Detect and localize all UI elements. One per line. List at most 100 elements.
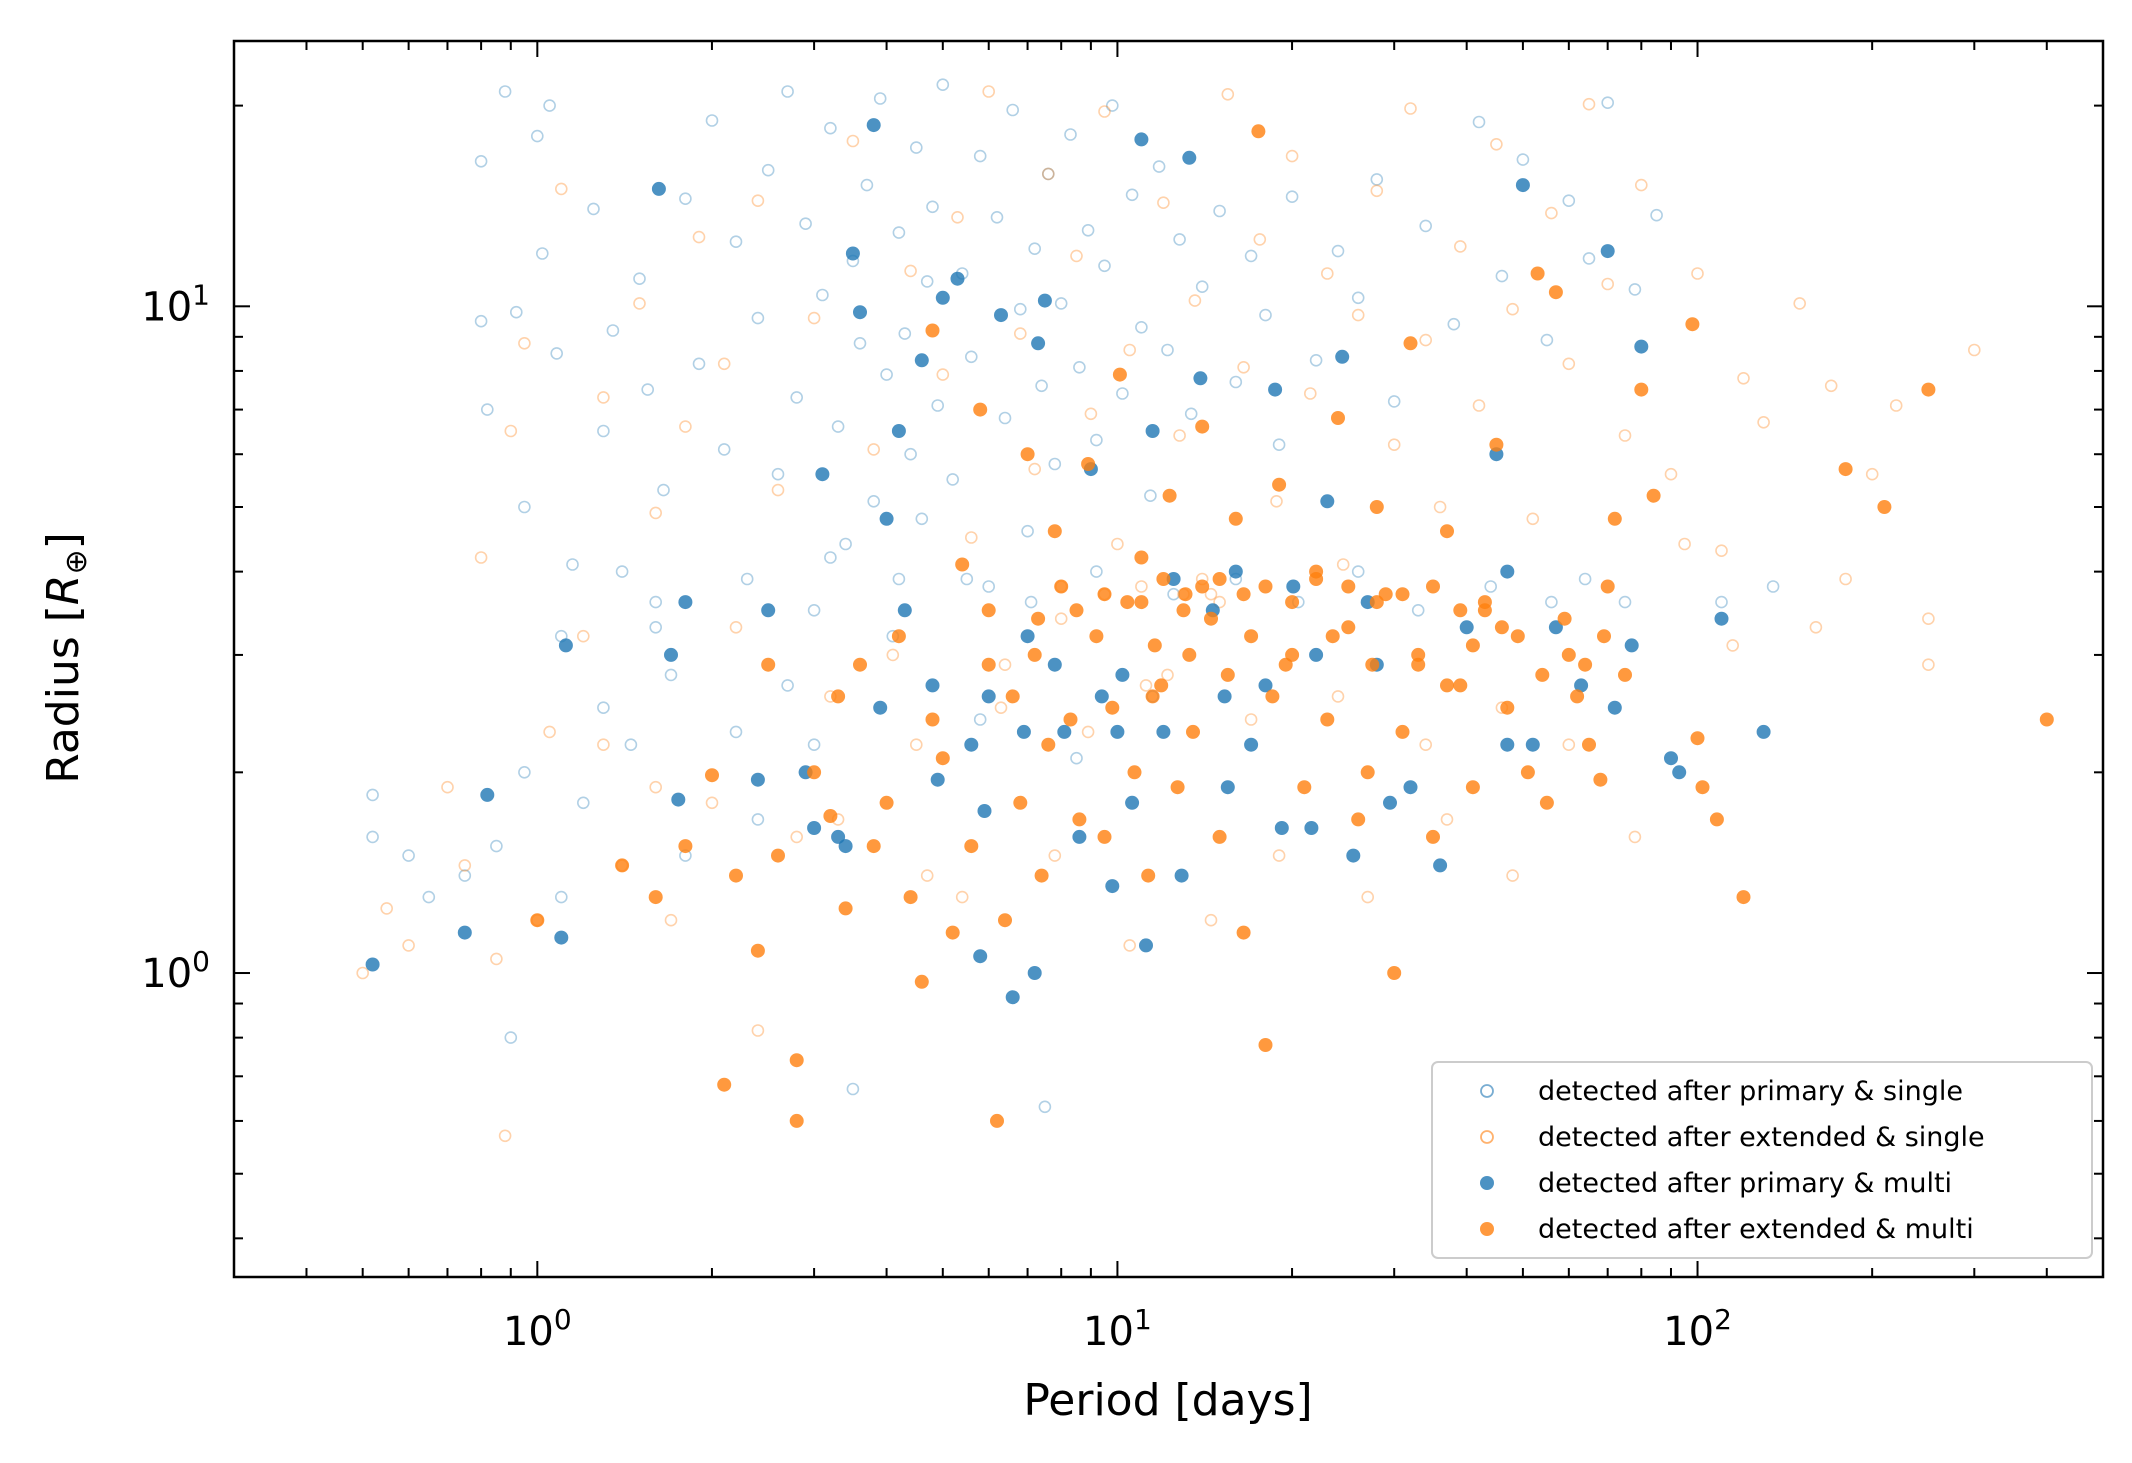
point-extended-single [1139,679,1153,692]
point-extended-multi [1570,689,1585,704]
point-primary-multi [914,353,929,368]
point-primary-multi [1634,339,1649,354]
point-primary-single [799,217,812,230]
point-primary-single [1545,595,1558,609]
point-extended-multi [1162,488,1177,503]
point-extended-multi [1297,780,1312,795]
point-extended-single [1157,196,1170,209]
point-extended-single [1582,97,1596,111]
point-extended-single [1506,302,1519,316]
point-primary-multi [1031,336,1046,351]
point-primary-multi [1286,579,1301,594]
point-extended-single [649,506,663,520]
point-extended-multi [964,839,979,854]
point-primary-multi [1016,724,1031,739]
point-extended-multi [1041,737,1056,752]
legend-marker-extended-single [1480,1130,1494,1144]
point-primary-single [751,311,765,325]
point-primary-single [366,788,379,802]
point-primary-single [543,99,556,112]
point-extended-single [679,420,692,433]
point-primary-single [1035,379,1048,393]
point-extended-multi [1369,500,1384,514]
point-extended-multi [891,629,906,644]
point-extended-multi [1170,780,1185,795]
point-primary-single [1516,153,1530,166]
point-primary-single [458,869,472,882]
point-primary-single [1259,308,1272,322]
legend-label-primary-multi: detected after primary & multi [1538,1168,1952,1199]
point-extended-single [1526,512,1540,526]
point-extended-single [936,368,950,381]
point-primary-single [1038,1100,1052,1114]
point-primary-single [909,141,923,154]
legend-label-extended-single: detected after extended & single [1538,1122,1985,1153]
point-extended-single [1618,429,1632,442]
point-primary-single [1090,433,1103,447]
point-primary-multi [1115,667,1130,682]
point-extended-single [356,966,370,980]
point-primary-single [982,580,996,593]
point-extended-single [1562,357,1576,371]
point-extended-single [846,134,860,148]
points-layer [356,78,2054,1143]
point-primary-single [1021,524,1034,538]
point-primary-multi [761,603,776,618]
point-primary-single [498,85,512,98]
point-extended-single [1440,813,1454,826]
point-extended-single [1793,297,1806,310]
point-primary-multi [1125,795,1140,810]
point-extended-single [1221,88,1235,101]
point-extended-single [705,796,719,810]
point-extended-single [1188,294,1202,307]
point-extended-multi [1236,925,1251,940]
point-primary-multi [1047,657,1062,672]
point-extended-multi [1320,712,1335,727]
point-extended-single [1678,537,1691,551]
point-primary-multi [981,689,996,704]
point-primary-single [1013,302,1027,316]
point-primary-single [1582,252,1596,265]
point-primary-single [807,738,821,752]
point-primary-multi [1182,150,1197,165]
point-extended-multi [750,943,765,958]
point-extended-multi [1020,447,1035,462]
point-extended-multi [1453,603,1468,618]
plot-frame [232,39,2105,1279]
point-extended-single [1809,620,1823,634]
point-extended-multi [1186,724,1200,739]
point-primary-multi [977,804,992,818]
point-extended-multi [866,839,881,854]
point-extended-multi [729,868,743,883]
point-primary-single [657,483,670,497]
y-tick-labels: 100 101 [141,278,210,997]
point-primary-multi [1309,647,1324,662]
point-primary-single [990,211,1004,224]
point-primary-single [816,288,829,302]
point-extended-multi [1081,457,1096,471]
point-extended-multi [1341,620,1356,635]
point-primary-single [649,595,663,609]
point-primary-single [904,447,917,461]
point-primary-single [751,813,765,826]
point-primary-multi [1244,737,1259,752]
point-primary-single [807,603,821,617]
point-extended-single [1013,327,1027,340]
point-extended-single [1545,206,1558,220]
point-primary-multi [897,603,912,618]
point-extended-single [692,230,706,244]
point-extended-single [1161,668,1174,682]
point-primary-multi [1057,724,1072,739]
point-extended-single [458,859,472,872]
series-extended-multi [530,124,2054,1128]
point-primary-single [597,701,610,715]
legend-label-extended-multi: detected after extended & multi [1538,1214,1974,1245]
point-primary-multi [1174,868,1189,883]
point-extended-single [1237,360,1250,374]
point-primary-multi [750,772,765,787]
point-extended-multi [1395,587,1410,602]
point-primary-single [1229,375,1243,389]
point-extended-multi [1736,890,1751,905]
point-extended-multi [1440,678,1454,693]
point-primary-multi [1193,371,1208,386]
